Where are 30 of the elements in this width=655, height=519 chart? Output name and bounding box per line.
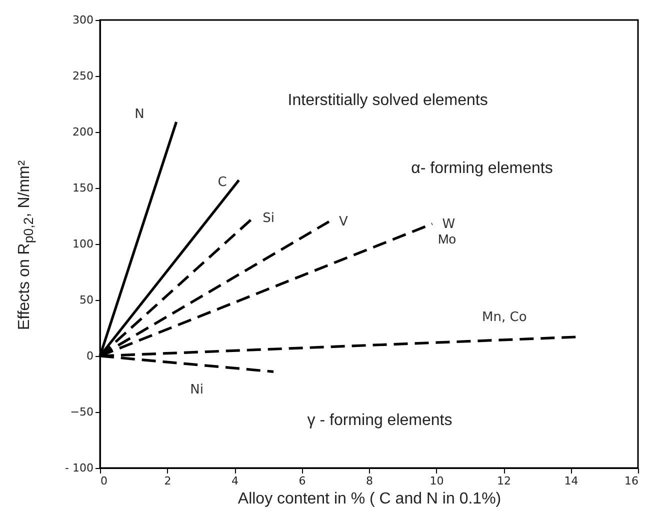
annotation: Mo (438, 232, 456, 247)
annotation: γ - forming elements (307, 412, 452, 430)
y-tick-label: 100 (72, 238, 94, 250)
y-tick-label: 50 (80, 294, 94, 306)
x-tick-label: 14 (564, 474, 578, 488)
x-tick-label: 8 (366, 474, 373, 488)
x-tick-label: 10 (430, 474, 444, 488)
annotation: α- forming elements (411, 160, 553, 177)
x-tick-label: 6 (298, 474, 306, 488)
y-tick-label: - 100 (65, 462, 94, 474)
y-tick-label: −50 (70, 406, 94, 418)
series-label: Mn, Co (482, 310, 527, 325)
x-tick-label: 4 (232, 474, 238, 488)
y-tick-label: 300 (72, 14, 94, 26)
text: N (134, 106, 144, 122)
y-tick-label: 200 (72, 126, 94, 138)
series-label: Ni (190, 382, 204, 398)
series-label: Si (262, 211, 275, 226)
y-tick-label: 0 (86, 350, 94, 362)
series-label: V (338, 214, 348, 230)
x-axis-title: Alloy content in % ( C and N in 0.1%) (238, 490, 502, 508)
y-tick-label: 250 (72, 70, 94, 82)
x-tick-label: 16 (624, 474, 638, 488)
y-tick-label: 150 (72, 182, 94, 194)
series-label: C (218, 175, 227, 190)
x-tick-label: 12 (497, 474, 511, 488)
x-tick-label: 0 (100, 474, 108, 488)
annotation: Interstitially solved elements (288, 92, 488, 110)
x-tick-label: 2 (164, 474, 172, 488)
series-label: W (442, 216, 456, 232)
